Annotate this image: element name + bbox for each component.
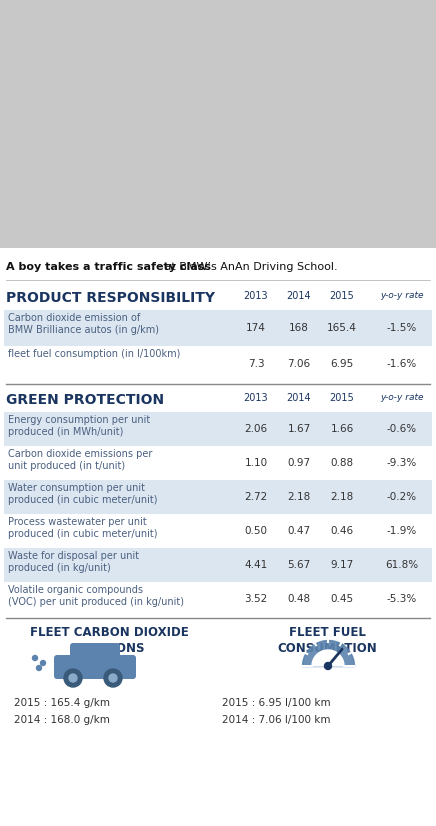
Text: -0.2%: -0.2% <box>387 492 417 502</box>
Circle shape <box>104 669 122 687</box>
Text: 0.46: 0.46 <box>330 526 354 536</box>
FancyBboxPatch shape <box>4 480 432 514</box>
Text: 168: 168 <box>289 323 309 333</box>
Circle shape <box>109 674 117 682</box>
Text: -1.6%: -1.6% <box>387 359 417 369</box>
FancyBboxPatch shape <box>54 655 136 679</box>
Text: 2014: 2014 <box>287 291 311 301</box>
Text: -0.6%: -0.6% <box>387 424 417 434</box>
Text: 1.66: 1.66 <box>330 424 354 434</box>
Text: 2015: 2015 <box>330 393 354 403</box>
Text: -1.9%: -1.9% <box>387 526 417 536</box>
Text: PRODUCT RESPONSIBILITY: PRODUCT RESPONSIBILITY <box>6 291 215 305</box>
Text: 0.45: 0.45 <box>330 594 354 604</box>
Text: 3.52: 3.52 <box>244 594 268 604</box>
Text: Waste for disposal per unit
produced (in kg/unit): Waste for disposal per unit produced (in… <box>8 551 139 573</box>
Text: 4.41: 4.41 <box>244 560 268 570</box>
Text: at BMW’s AnAn Driving School.: at BMW’s AnAn Driving School. <box>161 262 337 272</box>
Text: -9.3%: -9.3% <box>387 458 417 468</box>
Circle shape <box>324 662 331 670</box>
Text: 2013: 2013 <box>244 291 268 301</box>
Text: -1.5%: -1.5% <box>387 323 417 333</box>
Circle shape <box>64 669 82 687</box>
Text: 0.47: 0.47 <box>287 526 310 536</box>
Text: 2014: 2014 <box>287 393 311 403</box>
Text: Carbon dioxide emission of
BMW Brilliance autos (in g/km): Carbon dioxide emission of BMW Brillianc… <box>8 313 159 335</box>
Text: 2014 : 168.0 g/km: 2014 : 168.0 g/km <box>14 715 110 725</box>
Circle shape <box>33 656 37 661</box>
FancyBboxPatch shape <box>0 0 436 248</box>
Polygon shape <box>302 650 354 666</box>
Text: FLEET CARBON DIOXIDE
EMISSIONS: FLEET CARBON DIOXIDE EMISSIONS <box>30 626 188 655</box>
Text: y-o-y rate: y-o-y rate <box>380 393 424 402</box>
Text: 9.17: 9.17 <box>330 560 354 570</box>
Text: 2.06: 2.06 <box>245 424 268 434</box>
Text: 0.48: 0.48 <box>287 594 310 604</box>
Text: fleet fuel consumption (in l/100km): fleet fuel consumption (in l/100km) <box>8 349 181 359</box>
Text: 1.10: 1.10 <box>245 458 268 468</box>
Text: 174: 174 <box>246 323 266 333</box>
Text: -5.3%: -5.3% <box>387 594 417 604</box>
Text: 6.95: 6.95 <box>330 359 354 369</box>
Text: 7.3: 7.3 <box>248 359 264 369</box>
Text: Process wastewater per unit
produced (in cubic meter/unit): Process wastewater per unit produced (in… <box>8 517 157 539</box>
Text: y-o-y rate: y-o-y rate <box>380 291 424 300</box>
FancyBboxPatch shape <box>4 548 432 582</box>
FancyBboxPatch shape <box>4 412 432 446</box>
Text: Energy consumption per unit
produced (in MWh/unit): Energy consumption per unit produced (in… <box>8 415 150 438</box>
Text: 0.88: 0.88 <box>330 458 354 468</box>
Text: Water consumption per unit
produced (in cubic meter/unit): Water consumption per unit produced (in … <box>8 483 157 506</box>
Text: 2013: 2013 <box>244 393 268 403</box>
Text: Carbon dioxide emissions per
unit produced (in t/unit): Carbon dioxide emissions per unit produc… <box>8 449 152 472</box>
Text: 5.67: 5.67 <box>287 560 310 570</box>
Text: 0.97: 0.97 <box>287 458 310 468</box>
Text: 165.4: 165.4 <box>327 323 357 333</box>
Text: 2014 : 7.06 l/100 km: 2014 : 7.06 l/100 km <box>222 715 330 725</box>
Circle shape <box>69 674 77 682</box>
Text: 1.67: 1.67 <box>287 424 310 434</box>
Text: 2015 : 165.4 g/km: 2015 : 165.4 g/km <box>14 698 110 708</box>
Text: 2.18: 2.18 <box>287 492 310 502</box>
Text: A boy takes a traffic safety class: A boy takes a traffic safety class <box>6 262 211 272</box>
Text: 2015: 2015 <box>330 291 354 301</box>
Circle shape <box>41 661 45 666</box>
Text: Volatile organic compounds
(VOC) per unit produced (in kg/unit): Volatile organic compounds (VOC) per uni… <box>8 585 184 607</box>
FancyBboxPatch shape <box>70 643 120 663</box>
Circle shape <box>37 666 41 671</box>
Text: 2.18: 2.18 <box>330 492 354 502</box>
Text: GREEN PROTECTION: GREEN PROTECTION <box>6 393 164 407</box>
Text: 2015 : 6.95 l/100 km: 2015 : 6.95 l/100 km <box>222 698 330 708</box>
Text: 61.8%: 61.8% <box>385 560 419 570</box>
Text: 0.50: 0.50 <box>245 526 268 536</box>
FancyBboxPatch shape <box>4 310 432 346</box>
Text: 2.72: 2.72 <box>244 492 268 502</box>
Text: FLEET FUEL
CONSUMPTION: FLEET FUEL CONSUMPTION <box>277 626 377 655</box>
Text: 7.06: 7.06 <box>287 359 310 369</box>
